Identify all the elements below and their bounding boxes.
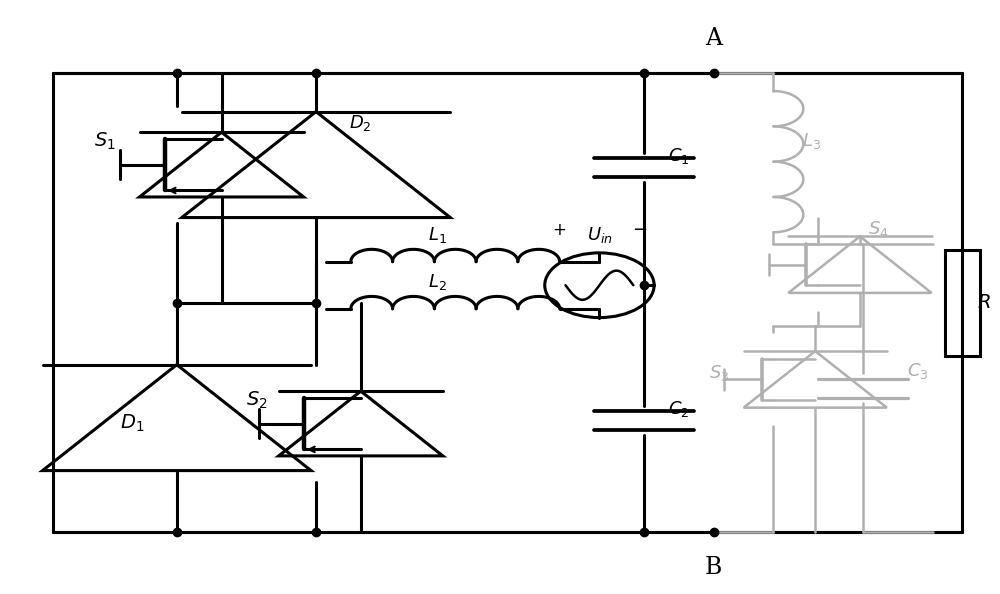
Text: $S_3$: $S_3$: [709, 364, 729, 384]
Text: −: −: [632, 221, 647, 239]
Text: $L_2$: $L_2$: [428, 272, 447, 292]
Text: A: A: [705, 27, 722, 49]
Text: $C_2$: $C_2$: [668, 399, 690, 419]
Text: $U_{in}$: $U_{in}$: [587, 225, 612, 245]
Text: $S_2$: $S_2$: [246, 389, 267, 410]
Text: $S_1$: $S_1$: [94, 131, 116, 151]
Text: $R$: $R$: [977, 294, 991, 312]
Text: $C_1$: $C_1$: [668, 146, 690, 166]
Text: $L_3$: $L_3$: [802, 131, 821, 151]
Text: $D_1$: $D_1$: [120, 413, 144, 434]
Text: B: B: [705, 556, 722, 579]
Text: $C_3$: $C_3$: [907, 361, 928, 381]
Bar: [945, 250, 980, 356]
Text: +: +: [553, 221, 567, 239]
Text: $L_1$: $L_1$: [428, 225, 447, 245]
Text: $S_4$: $S_4$: [868, 219, 888, 239]
Text: $D_2$: $D_2$: [349, 113, 372, 134]
